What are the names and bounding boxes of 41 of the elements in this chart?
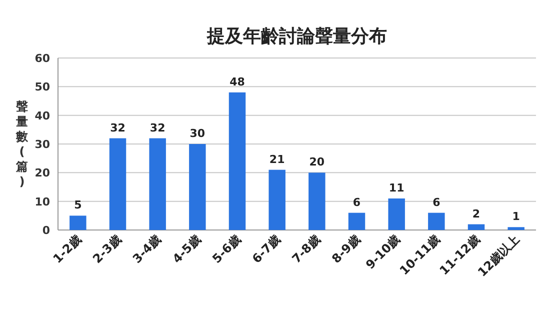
data-label: 21 bbox=[269, 152, 285, 166]
data-label: 32 bbox=[110, 121, 126, 134]
bar bbox=[508, 227, 524, 230]
data-label: 30 bbox=[190, 127, 206, 140]
chart-title: 提及年齡討論聲量分布 bbox=[206, 26, 387, 47]
y-tick-label: 60 bbox=[34, 52, 50, 65]
x-tick-label: 5-6歲 bbox=[210, 232, 244, 266]
y-tick-label: 10 bbox=[34, 195, 50, 208]
bar bbox=[468, 224, 485, 230]
bar bbox=[428, 212, 445, 230]
bar bbox=[228, 92, 246, 230]
data-label: 2 bbox=[472, 207, 480, 220]
bar bbox=[308, 172, 326, 230]
data-label: 20 bbox=[309, 156, 325, 169]
x-tick-label: 8-9歲 bbox=[329, 232, 363, 266]
x-tick-label: 6-7歲 bbox=[249, 232, 284, 266]
y-tick-label: 40 bbox=[34, 109, 50, 122]
data-label: 32 bbox=[150, 121, 166, 134]
y-tick-label: 20 bbox=[34, 166, 50, 180]
bar bbox=[70, 216, 86, 230]
y-axis-title: 聲量數(篇) bbox=[15, 100, 29, 188]
x-tick-label: 1-2歲 bbox=[50, 232, 84, 266]
data-label: 6 bbox=[352, 196, 361, 209]
y-tick-label: 30 bbox=[34, 138, 50, 151]
bar bbox=[388, 198, 405, 230]
bar bbox=[189, 144, 206, 230]
y-tick-label: 0 bbox=[42, 224, 50, 237]
x-tick-label: 7-8歲 bbox=[289, 232, 324, 266]
bar bbox=[268, 170, 286, 230]
x-tick-label: 2-3歲 bbox=[90, 232, 124, 266]
data-label: 6 bbox=[432, 196, 441, 209]
bar bbox=[149, 138, 166, 230]
data-label: 11 bbox=[388, 181, 404, 194]
data-label: 1 bbox=[512, 210, 520, 224]
bar bbox=[348, 212, 366, 230]
bar bbox=[109, 138, 126, 230]
y-tick-label: 50 bbox=[34, 80, 50, 94]
data-label: 48 bbox=[230, 75, 245, 88]
x-tick-label: 3-4歲 bbox=[130, 232, 164, 266]
x-tick-label: 4-5歲 bbox=[170, 232, 204, 266]
data-label: 5 bbox=[74, 198, 82, 212]
